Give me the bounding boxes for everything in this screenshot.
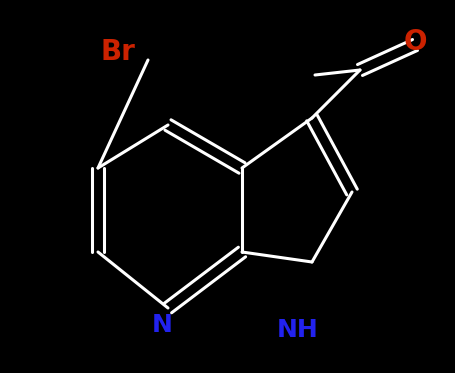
Text: N: N	[151, 313, 172, 337]
Text: Br: Br	[101, 38, 135, 66]
Text: O: O	[402, 28, 426, 56]
Text: NH: NH	[277, 318, 318, 342]
